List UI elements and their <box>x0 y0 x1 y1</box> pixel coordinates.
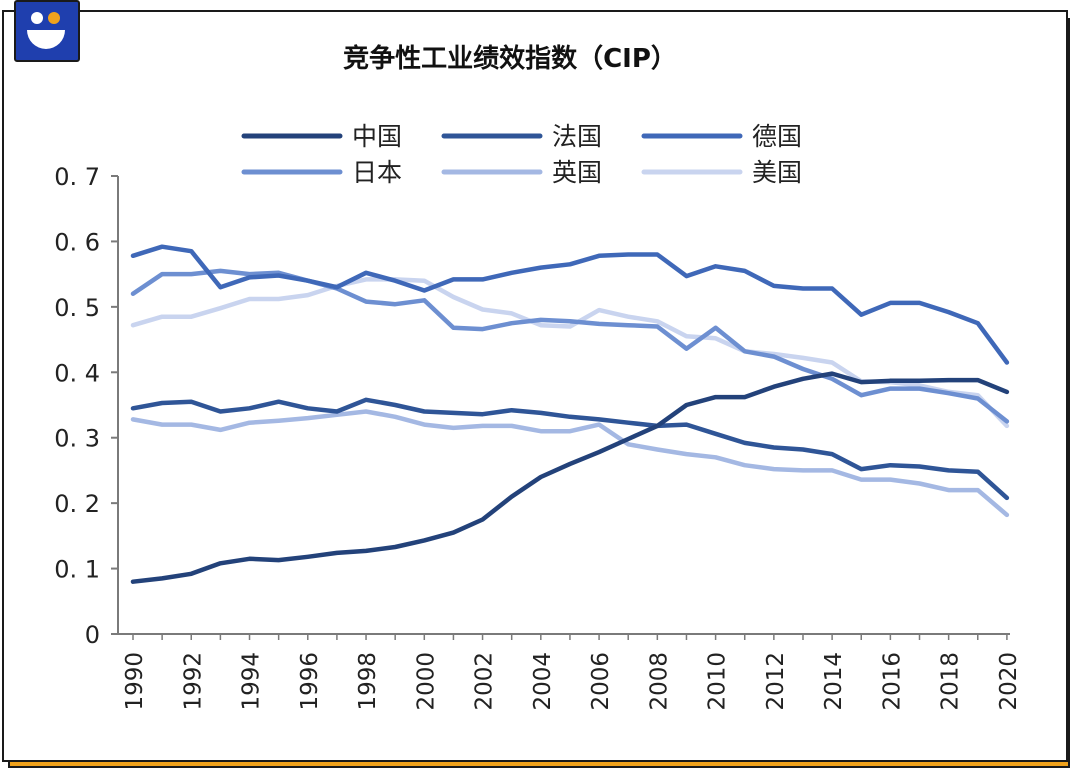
x-tick-label: 2014 <box>821 652 847 711</box>
x-tick-label: 1990 <box>122 652 148 711</box>
x-tick-label: 2018 <box>938 652 964 711</box>
x-tick-label: 2016 <box>879 652 905 711</box>
legend-label: 日本 <box>352 158 402 187</box>
axes <box>117 176 1010 635</box>
x-tick-label: 2006 <box>588 652 614 711</box>
series-lines <box>130 244 1010 584</box>
x-axis-ticks: 1990 1992 1994 1996 1998 2000 2002 2004 2006 2008… <box>122 634 1022 711</box>
y-tick-label: 0. 7 <box>54 163 100 191</box>
series-line-1 <box>130 371 1010 584</box>
y-tick-label: 0. 4 <box>54 359 100 387</box>
x-tick-label: 1994 <box>239 652 265 711</box>
x-tick-label: 1992 <box>180 652 206 711</box>
x-tick-label: 1998 <box>355 652 381 711</box>
smiley-logo-icon <box>14 0 80 62</box>
x-tick-label: 1996 <box>297 652 323 711</box>
y-tick-label: 0. 1 <box>54 556 100 584</box>
y-tick-label: 0. 3 <box>54 425 100 453</box>
legend-label: 法国 <box>552 122 602 151</box>
legend-label: 德国 <box>752 122 802 151</box>
y-tick-label: 0. 2 <box>54 490 100 518</box>
x-tick-label: 2004 <box>530 652 556 711</box>
legend-label: 中国 <box>352 122 402 151</box>
x-tick-label: 2020 <box>996 652 1022 711</box>
x-tick-label: 2008 <box>646 652 672 711</box>
series-line-2 <box>130 397 1010 501</box>
series-line-3 <box>130 244 1010 365</box>
legend-label: 英国 <box>552 158 602 187</box>
y-tick-label: 0. 5 <box>54 294 100 322</box>
y-tick-label: 0 <box>85 621 100 649</box>
x-tick-label: 2002 <box>472 652 498 711</box>
y-axis-ticks: 0 0. 1 0. 2 0. 3 0. 4 0. 5 0. 6 0. 7 <box>54 163 118 649</box>
chart-title: 竞争性工业绩效指数（CIP） <box>343 44 677 74</box>
legend-label: 美国 <box>752 158 802 187</box>
series-line-4 <box>130 268 1010 424</box>
y-tick-label: 0. 6 <box>54 228 100 256</box>
x-tick-label: 2010 <box>705 652 731 711</box>
x-tick-label: 2012 <box>763 652 789 711</box>
x-tick-label: 2000 <box>413 652 439 711</box>
series-line-5 <box>130 409 1010 518</box>
